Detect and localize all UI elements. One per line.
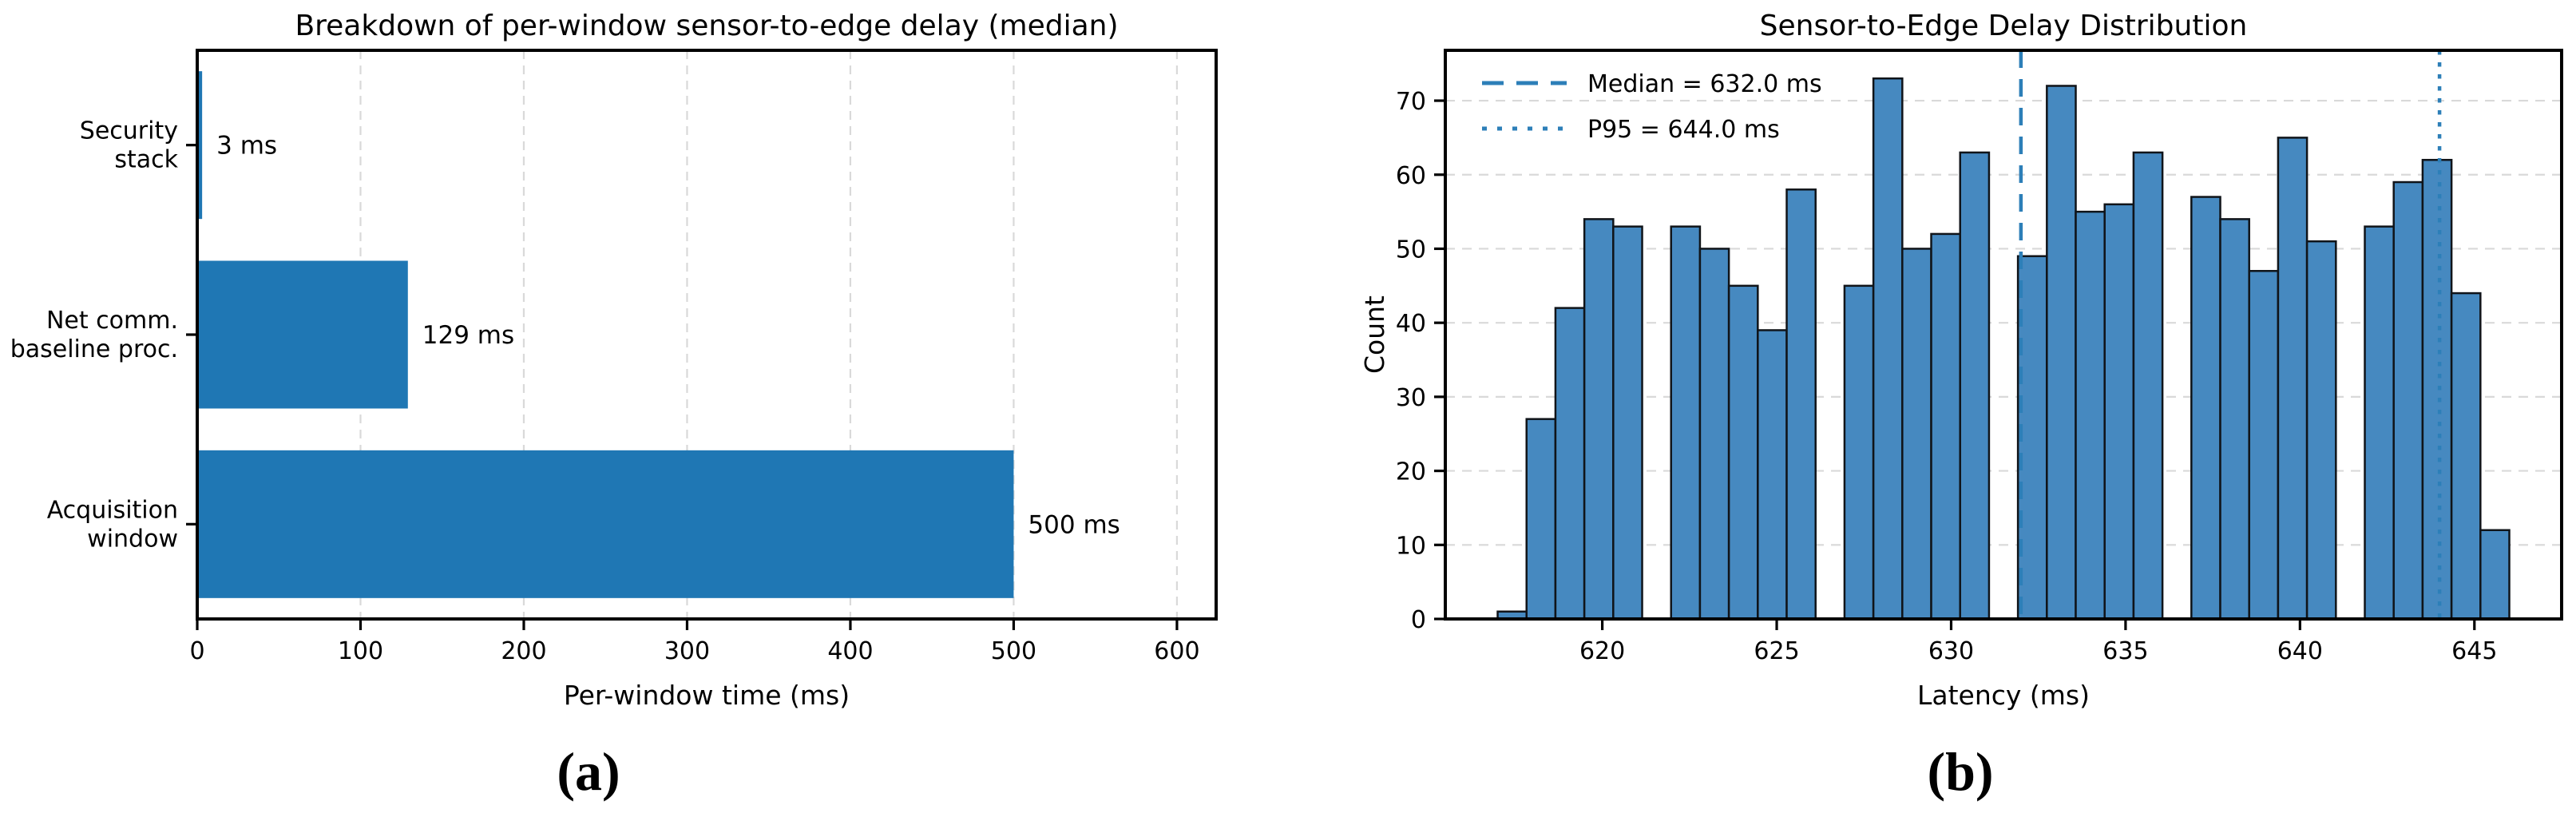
panel-a-caption: (a) — [557, 741, 620, 802]
hist-bar-bin-16 — [1959, 151, 1991, 621]
category-label: + baseline proc. — [0, 335, 178, 363]
legend-label: P95 = 644.0 ms — [1587, 116, 1780, 144]
hist-bar-bin-26 — [2248, 270, 2280, 621]
panel-b-plot-frame — [1444, 49, 2563, 621]
bar-value-label: 129 ms — [422, 321, 514, 350]
hist-bar-bin-31 — [2392, 180, 2424, 621]
hist-bar-bin-3 — [1583, 218, 1615, 621]
category-label: Acquisition — [47, 496, 178, 524]
panel-a-title: Breakdown of per-window sensor-to-edge d… — [295, 10, 1118, 42]
hist-bar-bin-19 — [2046, 85, 2077, 621]
hist-bar-bin-6 — [1670, 225, 1702, 621]
category-label: stack — [114, 146, 178, 174]
hist-bar-bin-1 — [1525, 418, 1557, 621]
x-tick-label: 635 — [2102, 637, 2148, 665]
x-tick-label: 200 — [501, 637, 546, 665]
hist-bar-bin-4 — [1612, 225, 1643, 621]
panel-b-yaxis-label: Count — [1359, 296, 1390, 374]
hist-bar-bin-10 — [1785, 188, 1817, 621]
bar-security — [197, 71, 203, 220]
x-tick-label: 630 — [1928, 637, 1974, 665]
panel-b-xaxis-label: Latency (ms) — [1917, 680, 2090, 711]
hist-bar-bin-32 — [2421, 158, 2453, 621]
hist-bar-bin-14 — [1901, 248, 1932, 621]
hist-bar-bin-28 — [2305, 240, 2337, 621]
hist-bar-bin-2 — [1554, 307, 1586, 621]
x-tick-label: 620 — [1579, 637, 1625, 665]
panel-a-xaxis-label: Per-window time (ms) — [564, 680, 850, 711]
x-tick-label: 100 — [338, 637, 383, 665]
x-tick-label: 640 — [2277, 637, 2323, 665]
hist-bar-bin-13 — [1872, 77, 1904, 621]
hist-bar-bin-9 — [1757, 329, 1788, 621]
hist-bar-bin-22 — [2132, 151, 2164, 621]
panel-b-caption: (b) — [1927, 741, 1994, 802]
hist-bar-bin-30 — [2364, 225, 2395, 621]
hist-bar-bin-12 — [1843, 284, 1875, 621]
y-tick-label: 60 — [1396, 162, 1426, 190]
x-tick-label: 0 — [189, 637, 204, 665]
hist-bar-bin-20 — [2075, 210, 2106, 621]
hist-bar-bin-27 — [2277, 137, 2308, 621]
hist-bar-bin-34 — [2479, 529, 2511, 621]
category-label: Net comm. — [46, 307, 178, 335]
hist-bar-bin-24 — [2190, 196, 2221, 621]
y-tick-label: 20 — [1396, 458, 1426, 486]
x-tick-label: 600 — [1154, 637, 1199, 665]
bar-value-label: 3 ms — [216, 132, 277, 161]
y-tick-label: 50 — [1396, 236, 1426, 264]
hist-bar-bin-18 — [2016, 255, 2048, 621]
x-tick-label: 500 — [991, 637, 1036, 665]
category-label: window — [87, 525, 178, 553]
x-tick-label: 300 — [664, 637, 710, 665]
y-tick-label: 30 — [1396, 384, 1426, 412]
hist-bar-bin-8 — [1727, 284, 1759, 621]
x-tick-label: 625 — [1754, 637, 1799, 665]
x-tick-label: 400 — [827, 637, 873, 665]
panel-b-title: Sensor-to-Edge Delay Distribution — [1760, 10, 2248, 42]
hist-bar-bin-15 — [1930, 232, 1961, 621]
x-tick-label: 645 — [2451, 637, 2497, 665]
legend-label: Median = 632.0 ms — [1587, 70, 1822, 98]
hist-bar-bin-21 — [2103, 203, 2135, 621]
hist-bar-bin-25 — [2219, 218, 2250, 621]
bar-value-label: 500 ms — [1028, 510, 1120, 539]
bar-net-comm- — [197, 260, 408, 409]
category-label: Security — [80, 117, 178, 145]
hist-bar-bin-33 — [2450, 292, 2482, 621]
y-tick-label: 70 — [1396, 88, 1426, 116]
y-tick-label: 0 — [1411, 606, 1426, 634]
bar-acquisition — [197, 450, 1014, 598]
y-tick-label: 10 — [1396, 532, 1426, 560]
hist-bar-bin-7 — [1698, 248, 1730, 621]
y-tick-label: 40 — [1396, 310, 1426, 338]
